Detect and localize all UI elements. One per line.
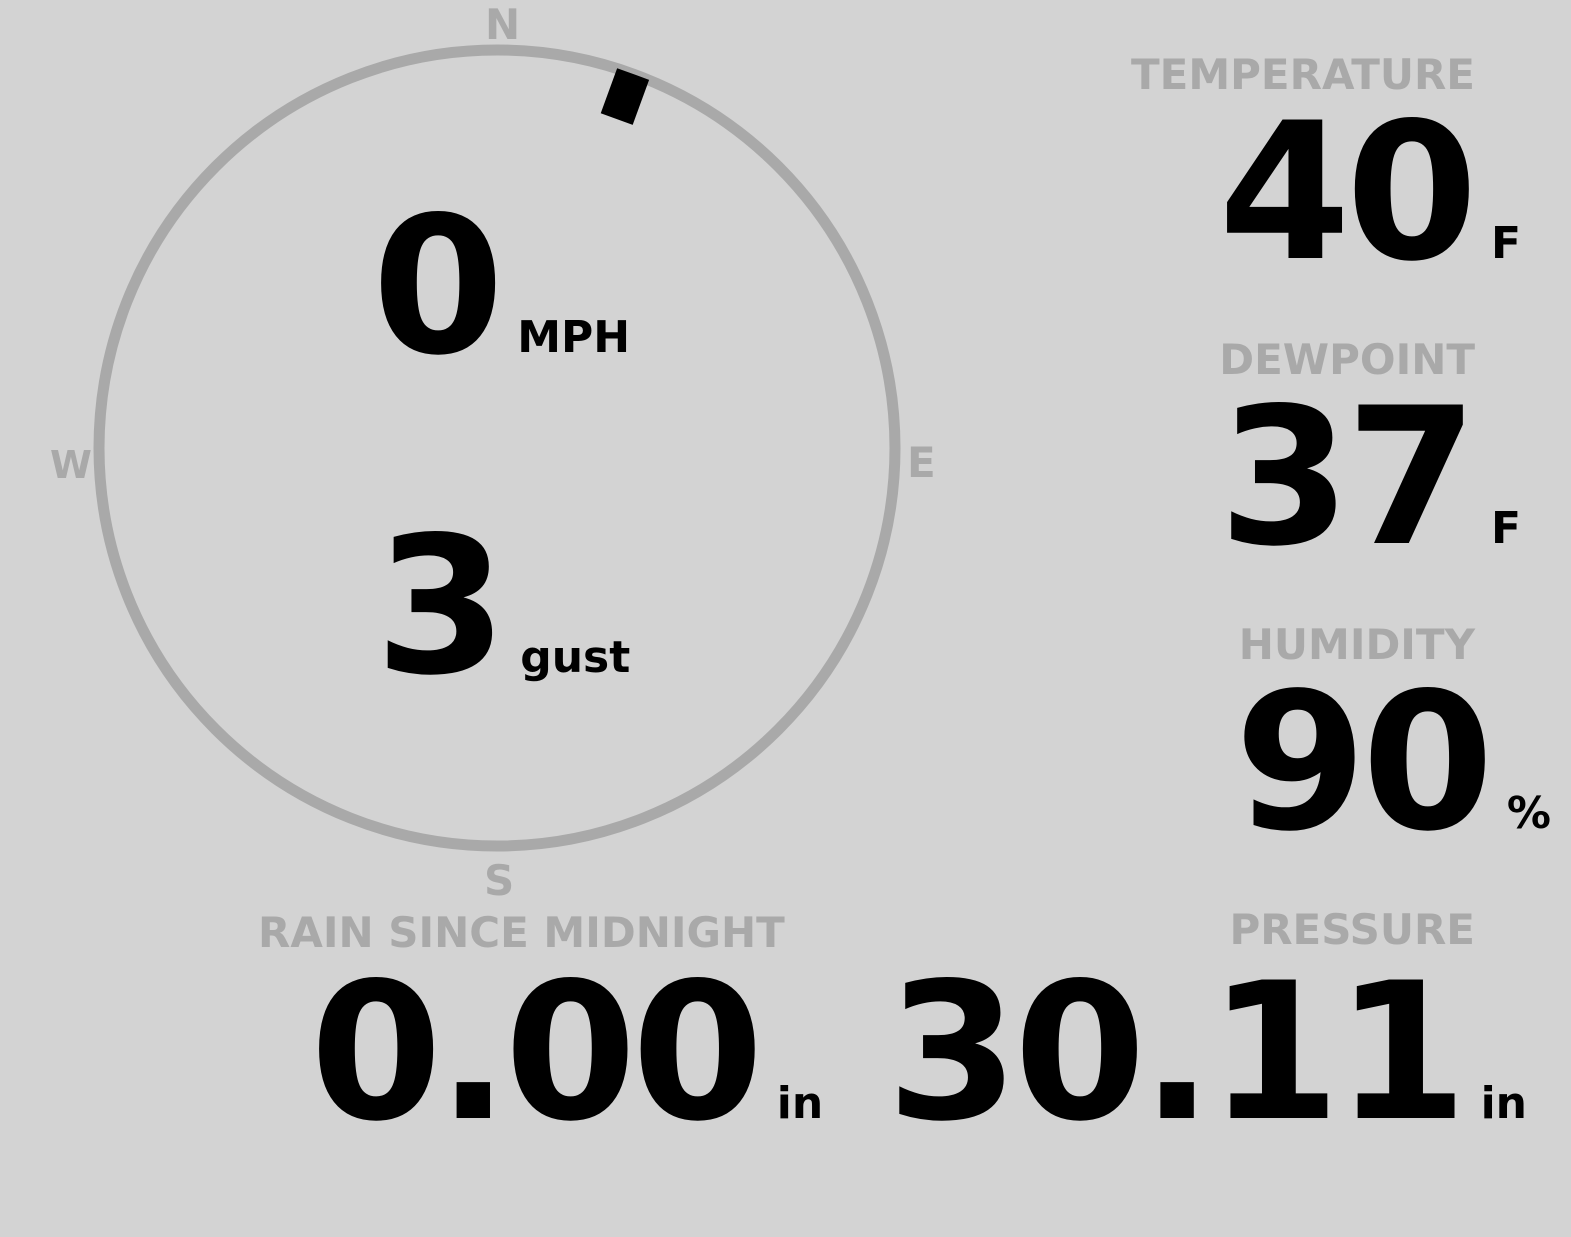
temperature-unit: F <box>1490 218 1521 269</box>
humidity-value: 90 <box>1234 652 1494 873</box>
wind-gust-unit: gust <box>520 632 631 683</box>
wind-compass <box>93 44 901 852</box>
rain-value: 0.00 <box>310 942 764 1163</box>
dewpoint-label: DEWPOINT <box>1219 335 1475 384</box>
humidity: 90 % <box>1235 668 1552 858</box>
dewpoint: 37 F <box>1219 383 1521 573</box>
temperature-value: 40 <box>1218 82 1478 303</box>
wind-speed-value: 0 <box>372 176 504 397</box>
compass-north-label: N <box>485 0 521 49</box>
wind-direction-marker <box>600 68 650 125</box>
rain: 0.00 in <box>310 958 823 1148</box>
compass-ring <box>93 44 901 852</box>
compass-east-label: E <box>907 438 936 487</box>
humidity-unit: % <box>1506 788 1551 839</box>
wind-gust-value: 3 <box>375 496 507 717</box>
compass-south-label: S <box>484 856 515 905</box>
pressure-value: 30.11 <box>886 942 1468 1163</box>
dewpoint-unit: F <box>1490 503 1521 554</box>
rain-unit: in <box>776 1078 824 1129</box>
pressure: 30.11 in <box>887 958 1527 1148</box>
dewpoint-value: 37 <box>1218 367 1478 588</box>
pressure-unit: in <box>1480 1078 1527 1129</box>
pressure-label: PRESSURE <box>1229 905 1475 954</box>
wind-gust: 3 gust <box>375 512 630 702</box>
temperature-label: TEMPERATURE <box>1131 50 1475 99</box>
wind-speed: 0 MPH <box>372 192 630 382</box>
rain-label: RAIN SINCE MIDNIGHT <box>258 908 785 957</box>
compass-west-label: W <box>50 443 92 487</box>
humidity-label: HUMIDITY <box>1238 620 1475 669</box>
wind-speed-unit: MPH <box>517 312 631 363</box>
temperature: 40 F <box>1219 98 1521 288</box>
